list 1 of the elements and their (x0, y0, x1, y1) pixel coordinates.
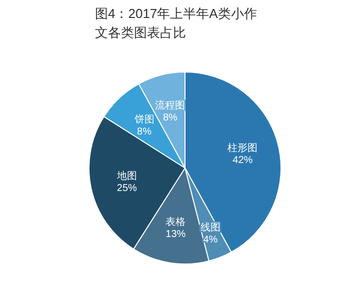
chart-title: 图4：2017年上半年A类小作文各类图表占比 (95, 5, 258, 42)
